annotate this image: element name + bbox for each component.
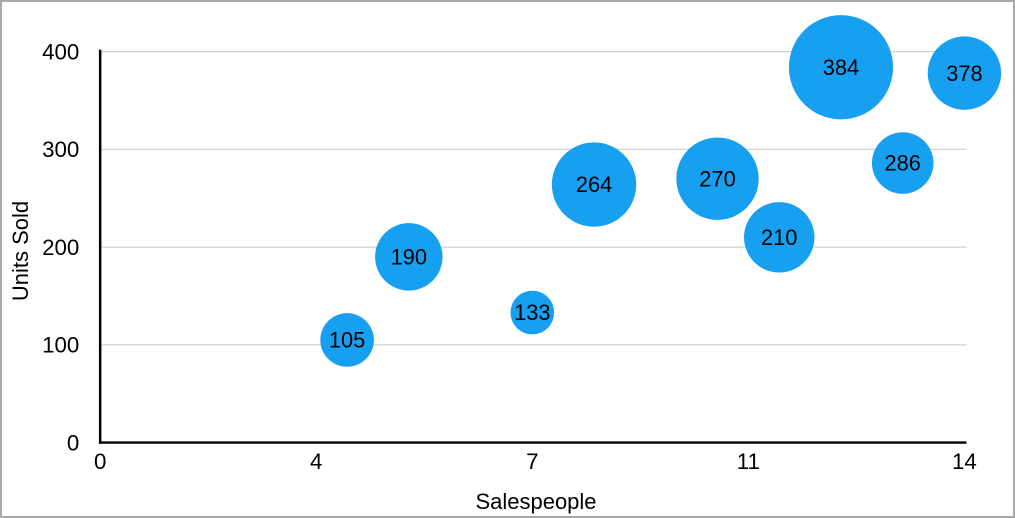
bubble-label: 210 xyxy=(761,225,797,250)
y-tick-label: 0 xyxy=(67,430,79,455)
x-tick-label: 7 xyxy=(526,449,538,474)
y-tick-label: 100 xyxy=(42,333,79,358)
bubble-label: 270 xyxy=(699,166,735,191)
x-axis-title: Salespeople xyxy=(475,489,597,514)
x-tick-label: 0 xyxy=(94,449,106,474)
x-tick-label: 4 xyxy=(310,449,322,474)
x-tick-label: 11 xyxy=(737,449,760,474)
bubble xyxy=(676,137,759,220)
bubble-label: 133 xyxy=(514,300,550,325)
bubble xyxy=(510,290,555,335)
bubble-label: 378 xyxy=(946,61,982,86)
bubble xyxy=(320,313,374,367)
bubble-label: 105 xyxy=(329,328,365,353)
y-axis-title: Units Sold xyxy=(8,200,33,302)
bubble-label: 286 xyxy=(884,151,920,176)
y-tick-label: 200 xyxy=(42,235,79,260)
bubble xyxy=(927,36,1002,110)
y-tick-label: 400 xyxy=(42,39,79,64)
bubble-label: 384 xyxy=(823,55,859,80)
bubble xyxy=(551,142,637,227)
bubble xyxy=(871,132,934,194)
bubble-label: 190 xyxy=(391,245,427,270)
bubble xyxy=(788,15,894,120)
x-tick-label: 14 xyxy=(952,449,977,474)
y-tick-label: 300 xyxy=(42,137,79,162)
bubble-label: 264 xyxy=(576,172,612,197)
bubble xyxy=(375,223,443,291)
bubble xyxy=(744,202,815,273)
